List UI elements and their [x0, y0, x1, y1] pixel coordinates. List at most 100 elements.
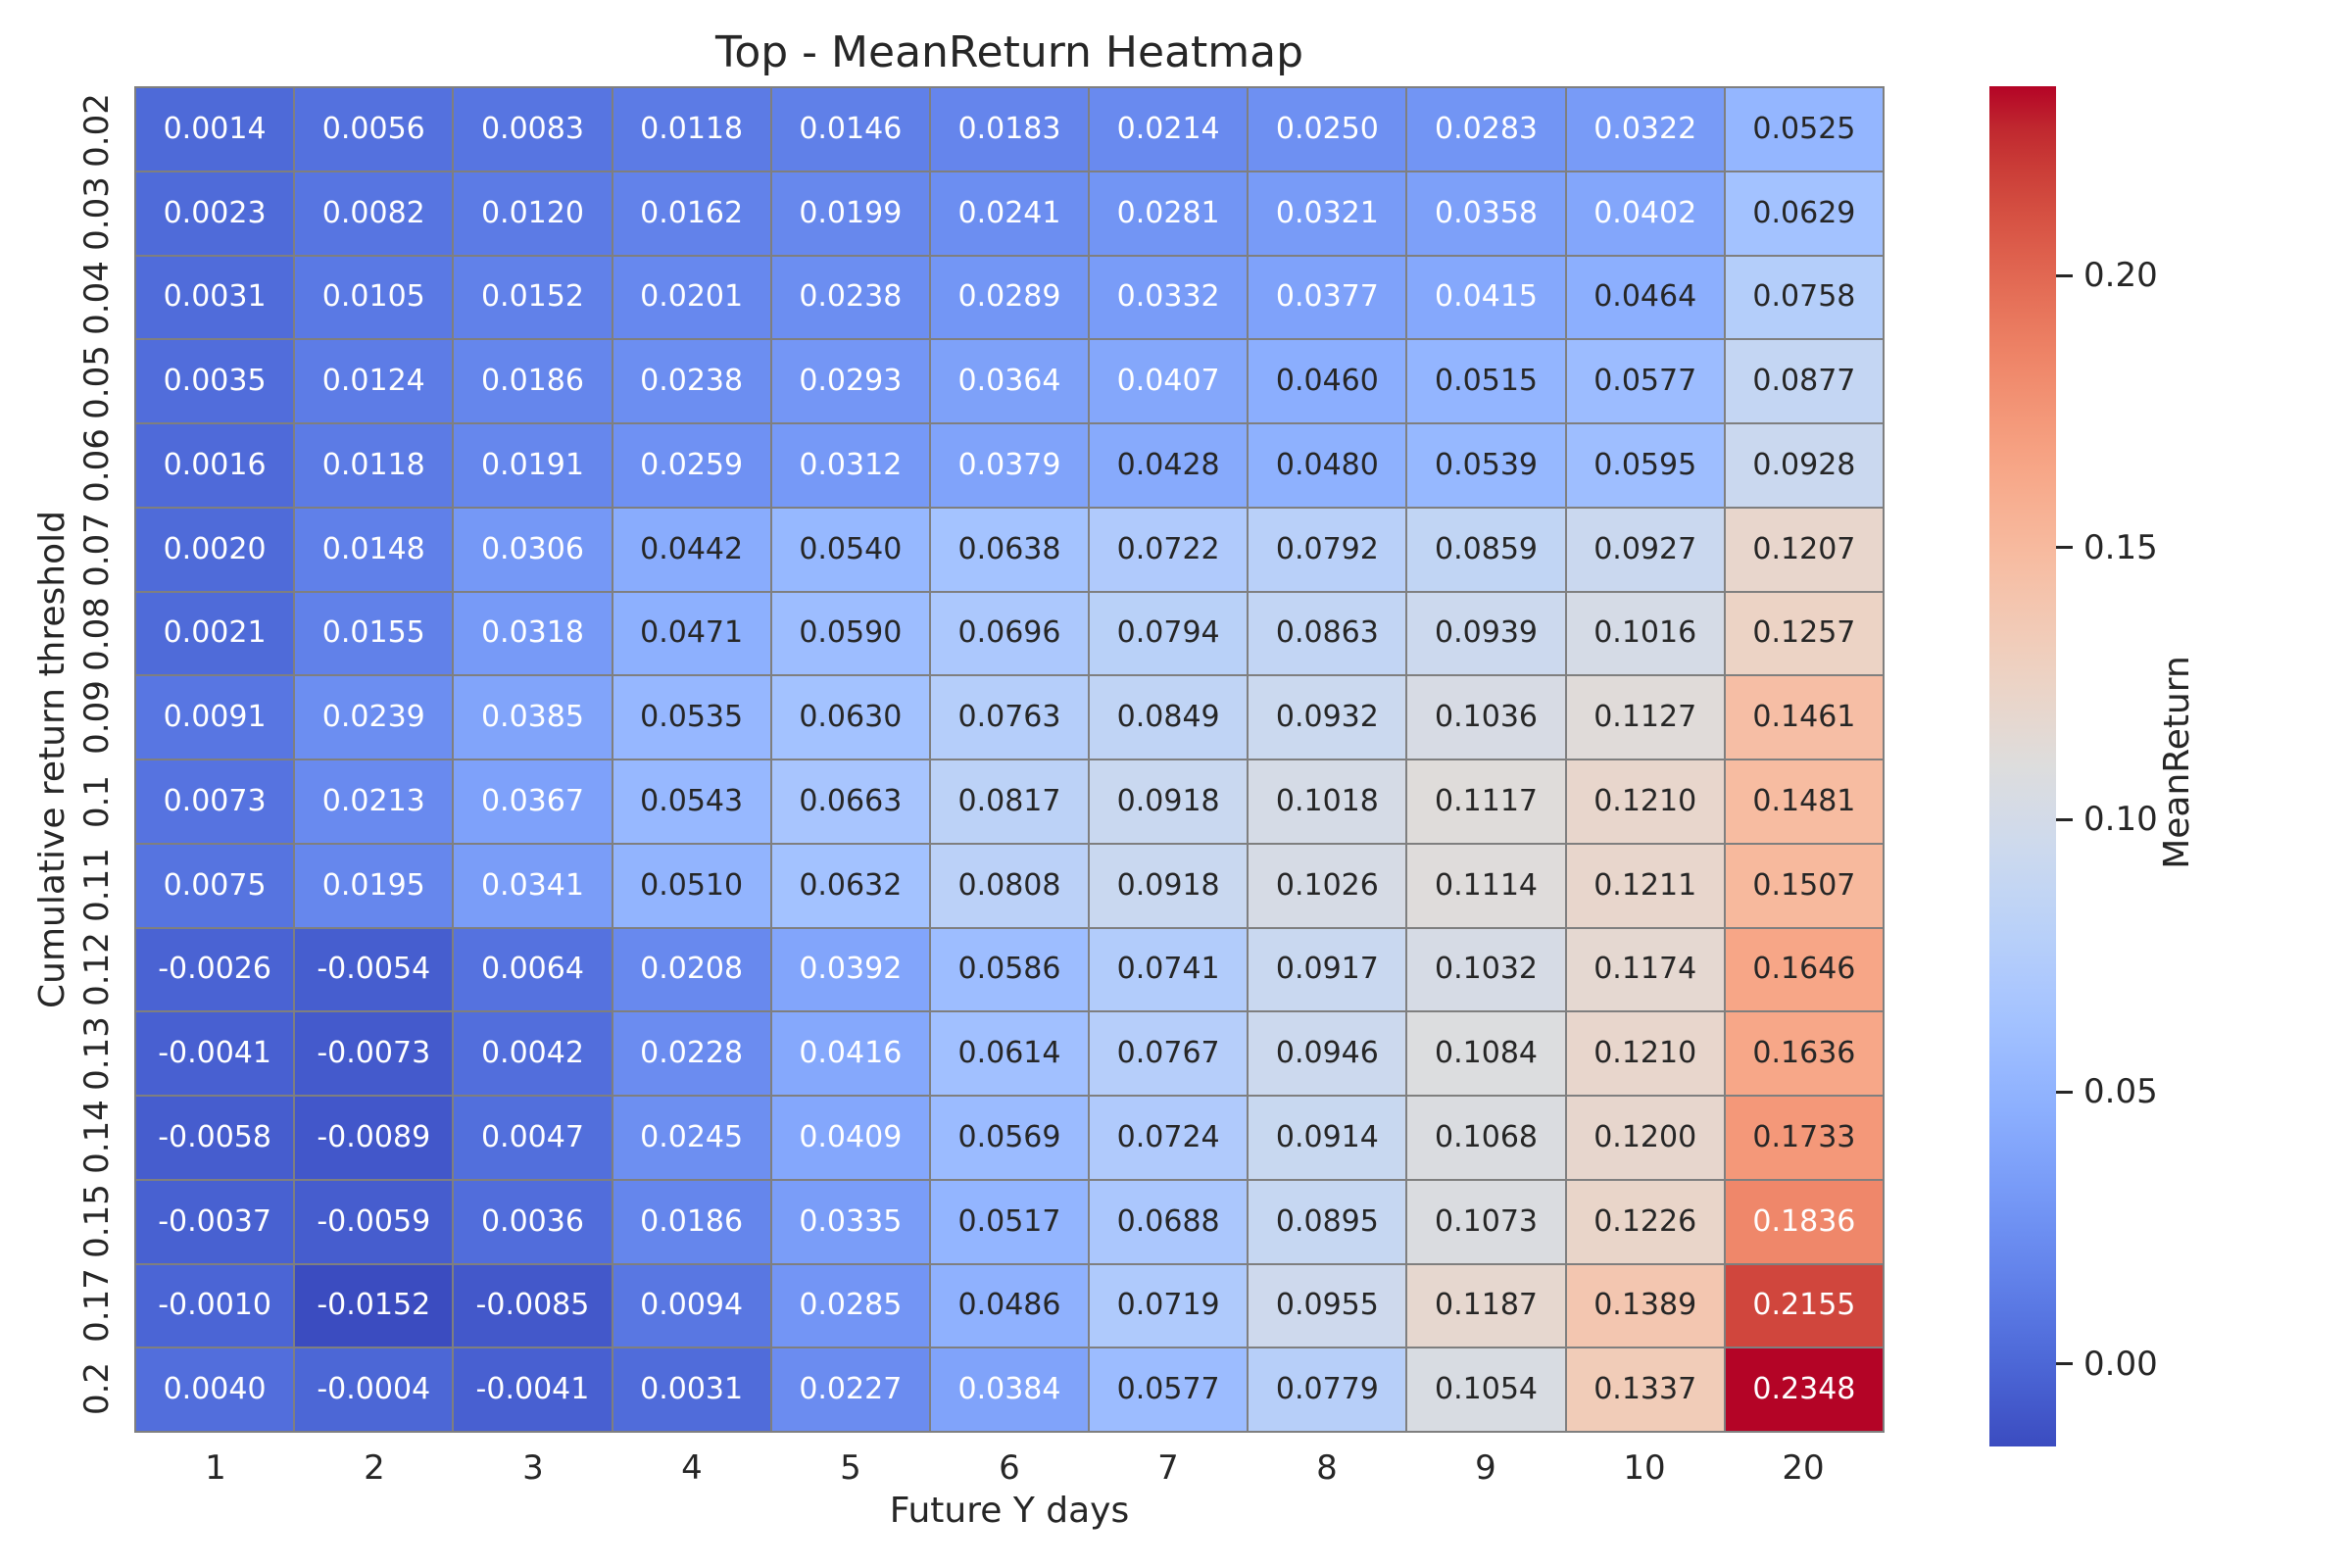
heatmap-cell: 0.0515	[1407, 340, 1565, 422]
heatmap-cell: -0.0073	[295, 1012, 453, 1095]
heatmap-cell: 0.0779	[1249, 1348, 1406, 1431]
heatmap-cell: 0.0014	[136, 88, 294, 171]
heatmap-cell: 0.0808	[930, 844, 1089, 927]
heatmap-cell: 0.0228	[612, 1012, 770, 1095]
heatmap-cell: -0.0010	[136, 1264, 294, 1348]
heatmap-cell: 0.0040	[136, 1348, 294, 1431]
heatmap-cell: 0.1018	[1249, 760, 1406, 843]
heatmap-cell: 0.0849	[1090, 676, 1248, 759]
heatmap-cell: 0.0614	[930, 1012, 1089, 1095]
heatmap-cell: 0.1174	[1566, 928, 1724, 1011]
heatmap-cell: 0.0955	[1249, 1264, 1406, 1348]
heatmap-cell: 0.2155	[1725, 1264, 1883, 1348]
heatmap-cell: 0.1226	[1566, 1180, 1724, 1263]
heatmap-cell: 0.0763	[930, 676, 1089, 759]
heatmap-cell: -0.0085	[454, 1264, 612, 1348]
heatmap-cell: 0.2348	[1725, 1348, 1883, 1431]
heatmap-cell: 0.0341	[454, 844, 612, 927]
x-tick-label: 20	[1782, 1448, 1825, 1488]
colorbar-tick-mark	[2056, 817, 2073, 821]
y-tick-label: 0.11	[77, 848, 117, 923]
y-tick-label: 0.2	[77, 1362, 117, 1416]
colorbar-tick-mark	[2056, 1090, 2073, 1094]
chart-title: Top - MeanReturn Heatmap	[714, 27, 1304, 77]
colorbar-tick-label: 0.20	[2083, 256, 2158, 296]
heatmap-cell: 0.0392	[771, 928, 929, 1011]
y-tick-label: 0.17	[77, 1267, 117, 1343]
heatmap-cell: 0.0047	[454, 1097, 612, 1179]
heatmap-cell: 0.0195	[295, 844, 453, 927]
colorbar-tick-mark	[2056, 273, 2073, 277]
x-tick-label: 8	[1316, 1448, 1338, 1488]
heatmap-cell: 0.0183	[930, 88, 1089, 171]
heatmap-cell: 0.0543	[612, 760, 770, 843]
heatmap-cell: 0.0384	[930, 1348, 1089, 1431]
heatmap-cell: -0.0058	[136, 1097, 294, 1179]
heatmap-cell: 0.0577	[1566, 340, 1724, 422]
heatmap-cell: 0.0722	[1090, 508, 1248, 591]
heatmap-cell: 0.1114	[1407, 844, 1565, 927]
x-tick-label: 2	[364, 1448, 385, 1488]
colorbar-tick-mark	[2056, 546, 2073, 550]
heatmap-cell: 0.0794	[1090, 592, 1248, 675]
y-tick-label: 0.08	[77, 596, 117, 671]
heatmap-cell: 0.0146	[771, 88, 929, 171]
heatmap-cell: 0.0917	[1249, 928, 1406, 1011]
heatmap-cell: -0.0054	[295, 928, 453, 1011]
x-tick-label: 9	[1475, 1448, 1496, 1488]
heatmap-cell: 0.0688	[1090, 1180, 1248, 1263]
heatmap-cell: 0.1646	[1725, 928, 1883, 1011]
heatmap-cell: 0.0595	[1566, 424, 1724, 507]
heatmap-cell: 0.0214	[1090, 88, 1248, 171]
heatmap-cell: 0.0590	[771, 592, 929, 675]
heatmap-cell: 0.0932	[1249, 676, 1406, 759]
heatmap-cell: 0.0696	[930, 592, 1089, 675]
heatmap-cell: 0.0082	[295, 172, 453, 255]
heatmap-cell: 0.0877	[1725, 340, 1883, 422]
heatmap-cell: 0.0460	[1249, 340, 1406, 422]
heatmap-cell: 0.0724	[1090, 1097, 1248, 1179]
heatmap-cell: 0.0792	[1249, 508, 1406, 591]
x-tick-label: 10	[1623, 1448, 1666, 1488]
heatmap-cell: 0.0758	[1725, 256, 1883, 339]
heatmap-cell: 0.0471	[612, 592, 770, 675]
heatmap-cell: 0.0124	[295, 340, 453, 422]
heatmap-cell: 0.0155	[295, 592, 453, 675]
heatmap-cell: 0.0335	[771, 1180, 929, 1263]
y-tick-label: 0.03	[77, 176, 117, 252]
heatmap-cell: 0.1836	[1725, 1180, 1883, 1263]
heatmap-cell: 0.0409	[771, 1097, 929, 1179]
y-tick-label: 0.09	[77, 680, 117, 756]
heatmap-cell: 0.0283	[1407, 88, 1565, 171]
heatmap-cell: 0.1507	[1725, 844, 1883, 927]
heatmap-cell: 0.1461	[1725, 676, 1883, 759]
heatmap-cell: 0.0191	[454, 424, 612, 507]
heatmap-cell: 0.0632	[771, 844, 929, 927]
heatmap-cell: 0.0486	[930, 1264, 1089, 1348]
heatmap-cell: -0.0152	[295, 1264, 453, 1348]
heatmap-cell: 0.0638	[930, 508, 1089, 591]
heatmap-cell: 0.1636	[1725, 1012, 1883, 1095]
heatmap-cell: 0.1481	[1725, 760, 1883, 843]
heatmap-cell: 0.0525	[1725, 88, 1883, 171]
heatmap-cell: 0.0586	[930, 928, 1089, 1011]
y-tick-label: 0.05	[77, 344, 117, 419]
heatmap-cell: 0.0539	[1407, 424, 1565, 507]
heatmap-cell: 0.0241	[930, 172, 1089, 255]
heatmap-cell: 0.1117	[1407, 760, 1565, 843]
x-tick-label: 5	[840, 1448, 861, 1488]
x-tick-label: 7	[1157, 1448, 1179, 1488]
heatmap-cell: 0.0577	[1090, 1348, 1248, 1431]
heatmap-cell: 0.0719	[1090, 1264, 1248, 1348]
heatmap-cell: 0.0016	[136, 424, 294, 507]
heatmap-cell: 0.0895	[1249, 1180, 1406, 1263]
heatmap-cell: 0.0162	[612, 172, 770, 255]
heatmap-cell: 0.0859	[1407, 508, 1565, 591]
heatmap-cell: 0.0073	[136, 760, 294, 843]
heatmap-cell: 0.0741	[1090, 928, 1248, 1011]
y-tick-label: 0.13	[77, 1015, 117, 1091]
heatmap-cell: 0.1068	[1407, 1097, 1565, 1179]
x-tick-label: 4	[681, 1448, 703, 1488]
heatmap-cell: 0.0464	[1566, 256, 1724, 339]
